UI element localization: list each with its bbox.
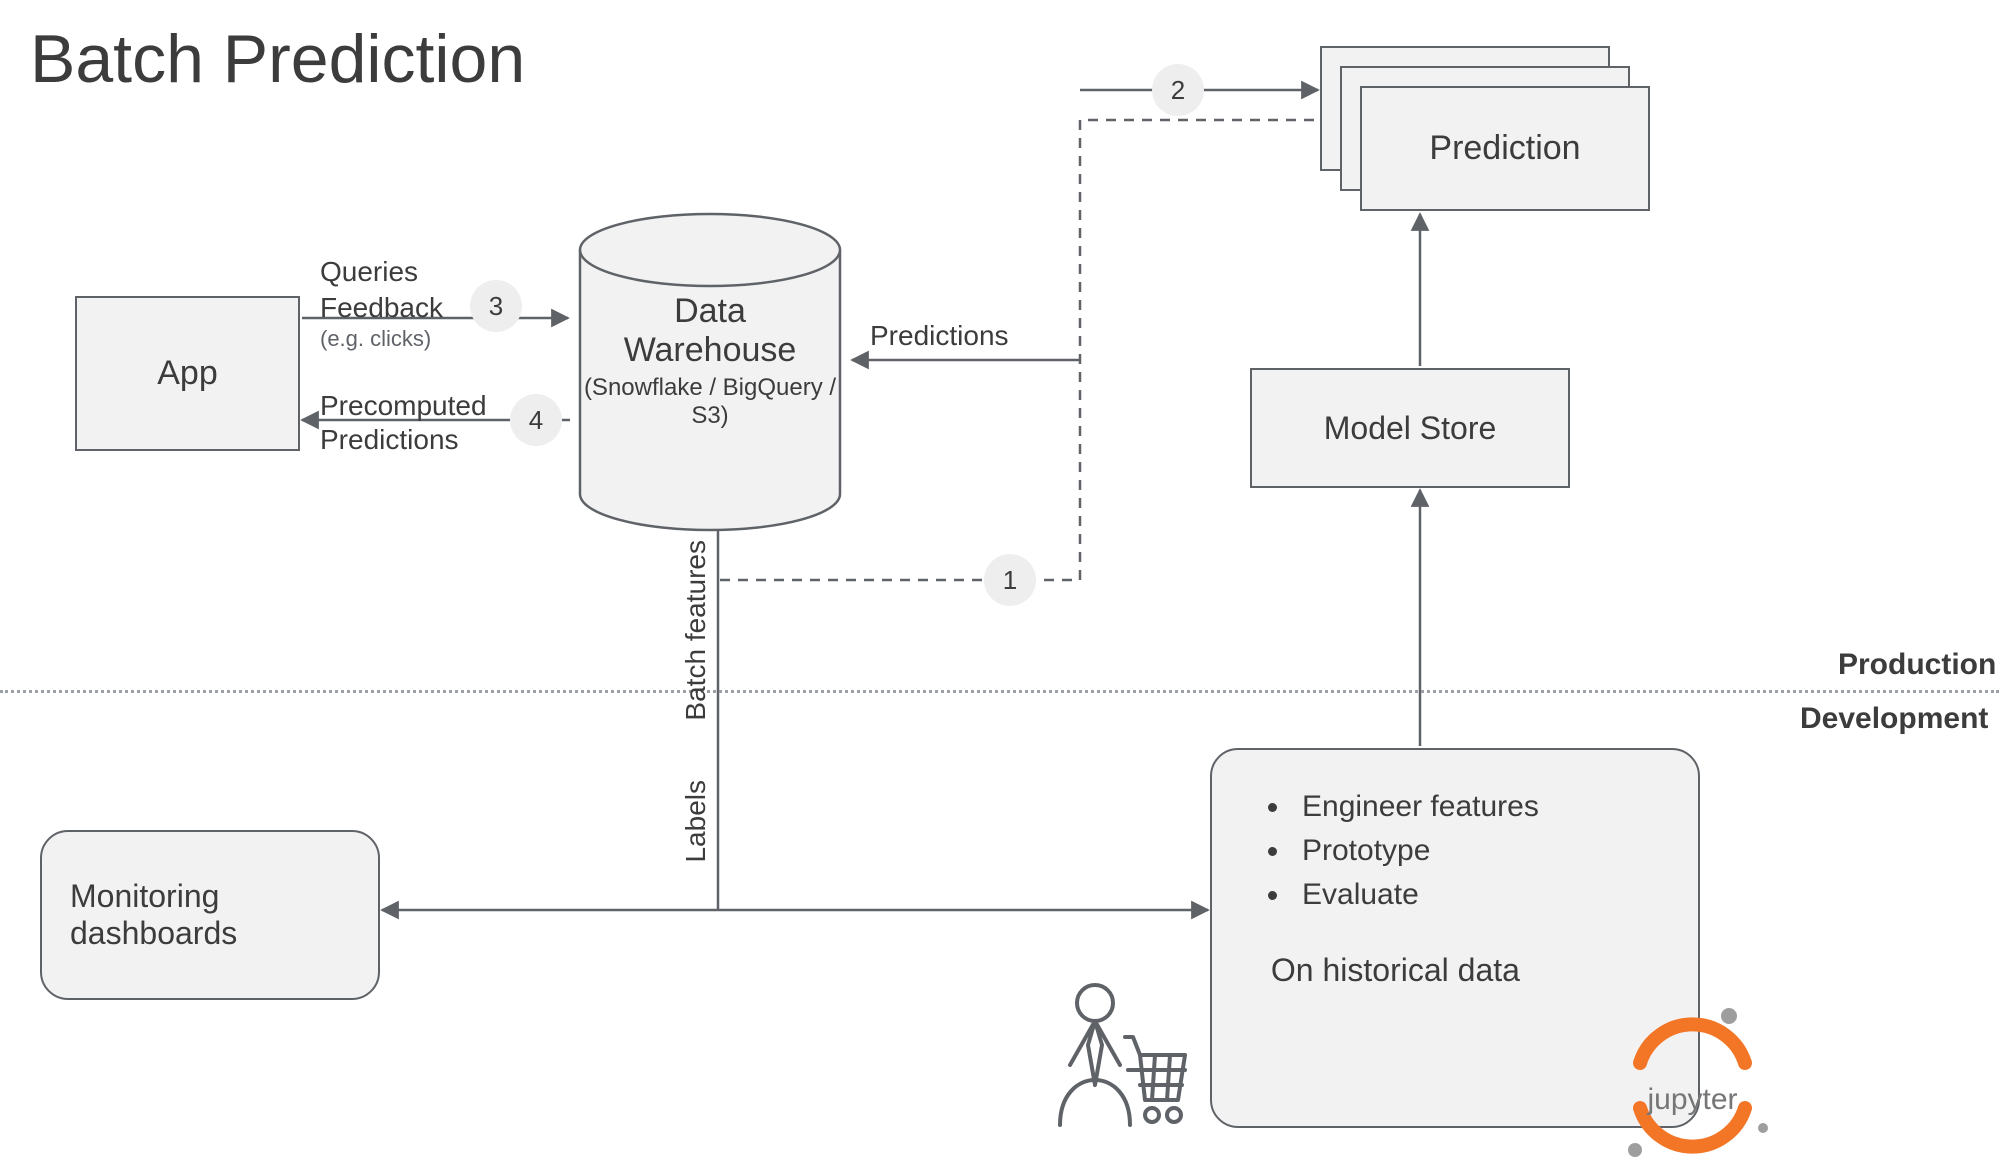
phase-label-production: Production [1838, 648, 1996, 682]
edge-dw-to-app-line1: Precomputed [320, 390, 487, 422]
prediction-label: Prediction [1429, 129, 1580, 168]
dw-subtitle: (Snowflake / BigQuery / S3) [570, 374, 850, 430]
node-prediction: Prediction [1320, 46, 1650, 211]
edge-app-to-dw-line3: (e.g. clicks) [320, 326, 431, 352]
dev-steps-list: Engineer features Prototype Evaluate [1292, 790, 1539, 912]
phase-divider [0, 690, 1999, 693]
page-title: Batch Prediction [30, 20, 525, 98]
phase-label-development: Development [1800, 702, 1988, 736]
shopper-icon [1040, 975, 1190, 1135]
edge-dw-to-app-line2: Predictions [320, 424, 459, 456]
jupyter-icon: jupyter [1605, 998, 1780, 1158]
dw-title-2: Warehouse [570, 331, 850, 370]
node-app: App [75, 296, 300, 451]
badge-4: 4 [510, 394, 562, 446]
edge-app-to-dw-line1: Queries [320, 256, 418, 288]
badge-2: 2 [1152, 64, 1204, 116]
badge-3: 3 [470, 280, 522, 332]
dev-step-1: Engineer features [1292, 790, 1539, 824]
prediction-card-front: Prediction [1360, 86, 1650, 211]
node-data-warehouse: Data Warehouse (Snowflake / BigQuery / S… [570, 212, 850, 532]
monitoring-line-1: Monitoring [70, 878, 368, 915]
dev-step-2: Prototype [1292, 834, 1539, 868]
monitoring-line-2: dashboards [70, 915, 368, 952]
dw-title-1: Data [570, 292, 850, 331]
badge-1: 1 [984, 554, 1036, 606]
model-store-label: Model Store [1262, 410, 1558, 447]
edge-app-to-dw-line2: Feedback [320, 292, 443, 324]
edge-predictions-label: Predictions [870, 320, 1009, 352]
node-model-store: Model Store [1250, 368, 1570, 488]
node-app-label: App [87, 354, 288, 393]
dev-footer: On historical data [1252, 952, 1539, 989]
edge-batch-features-label: Batch features [680, 540, 712, 721]
jupyter-label: jupyter [1605, 1083, 1780, 1117]
node-monitoring: Monitoring dashboards [40, 830, 380, 1000]
edge-labels-label: Labels [680, 780, 712, 863]
dev-step-3: Evaluate [1292, 878, 1539, 912]
